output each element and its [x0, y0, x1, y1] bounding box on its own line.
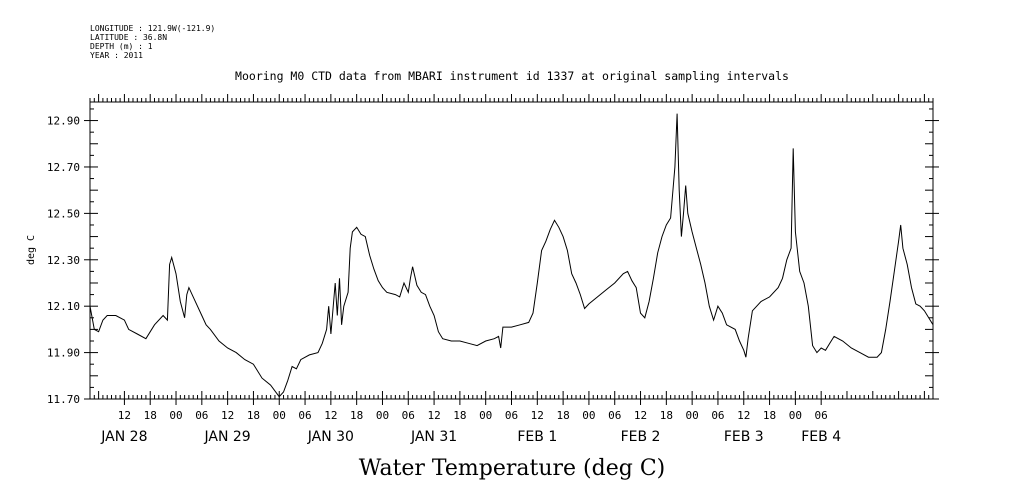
depth-label: DEPTH (m) : 1 [90, 42, 153, 51]
x-hour-label: 12 [118, 409, 131, 422]
y-tick-label: 12.10 [47, 300, 80, 313]
chart-title: Mooring M0 CTD data from MBARI instrumen… [235, 69, 789, 83]
x-hour-label: 18 [350, 409, 363, 422]
x-day-label: FEB 1 [517, 429, 557, 445]
x-hour-label: 00 [686, 409, 699, 422]
x-hour-label: 18 [660, 409, 673, 422]
x-day-label: JAN 29 [204, 429, 251, 445]
x-day-label: JAN 31 [410, 429, 457, 445]
x-hour-label: 00 [169, 409, 182, 422]
x-day-label: JAN 28 [100, 429, 147, 445]
x-hour-label: 00 [376, 409, 389, 422]
x-day-label: FEB 2 [621, 429, 661, 445]
y-tick-label: 12.50 [47, 207, 80, 220]
x-day-label: FEB 3 [724, 429, 764, 445]
y-tick-label: 12.90 [47, 115, 80, 128]
x-hour-label: 18 [247, 409, 260, 422]
x-hour-label: 06 [711, 409, 724, 422]
x-hour-label: 06 [505, 409, 518, 422]
water-temperature-line [89, 113, 934, 398]
x-hour-label: 12 [737, 409, 750, 422]
x-hour-label: 06 [195, 409, 208, 422]
x-hour-label: 00 [582, 409, 595, 422]
x-hour-label: 12 [221, 409, 234, 422]
x-hour-label: 12 [324, 409, 337, 422]
y-tick-label: 12.70 [47, 161, 80, 174]
x-hour-label: 00 [273, 409, 286, 422]
x-axis-label: Water Temperature (deg C) [359, 456, 666, 481]
x-hour-label: 06 [815, 409, 828, 422]
x-hour-label: 06 [402, 409, 415, 422]
y-axis: 11.70 11.90 12.10 12.30 12.50 12.70 12.90 [47, 108, 939, 406]
x-hour-label: 06 [608, 409, 621, 422]
year-label: YEAR : 2011 [90, 51, 143, 60]
longitude-label: LONGITUDE : 121.9W(-121.9) [90, 24, 215, 33]
y-tick-label: 11.70 [47, 393, 80, 406]
y-tick-label: 12.30 [47, 254, 80, 267]
x-hour-label: 00 [789, 409, 802, 422]
x-day-label: JAN 30 [307, 429, 354, 445]
x-day-label: FEB 4 [801, 429, 841, 445]
x-hour-label: 06 [298, 409, 311, 422]
x-hour-label: 18 [556, 409, 569, 422]
x-hour-label: 12 [531, 409, 544, 422]
plot-frame [89, 101, 934, 400]
x-hour-label: 12 [634, 409, 647, 422]
y-axis-label: deg C [26, 235, 37, 265]
x-hour-label: 00 [479, 409, 492, 422]
x-axis: 12 18 00 06 12 18 00 06 12 18 00 06 12 18 00 06 12 18 00 06… [89, 94, 934, 445]
x-hour-label: 12 [427, 409, 440, 422]
x-hour-label: 18 [763, 409, 776, 422]
y-tick-label: 11.90 [47, 347, 80, 360]
x-hour-label: 18 [144, 409, 157, 422]
latitude-label: LATITUDE : 36.8N [90, 33, 167, 42]
x-hour-label: 18 [453, 409, 466, 422]
